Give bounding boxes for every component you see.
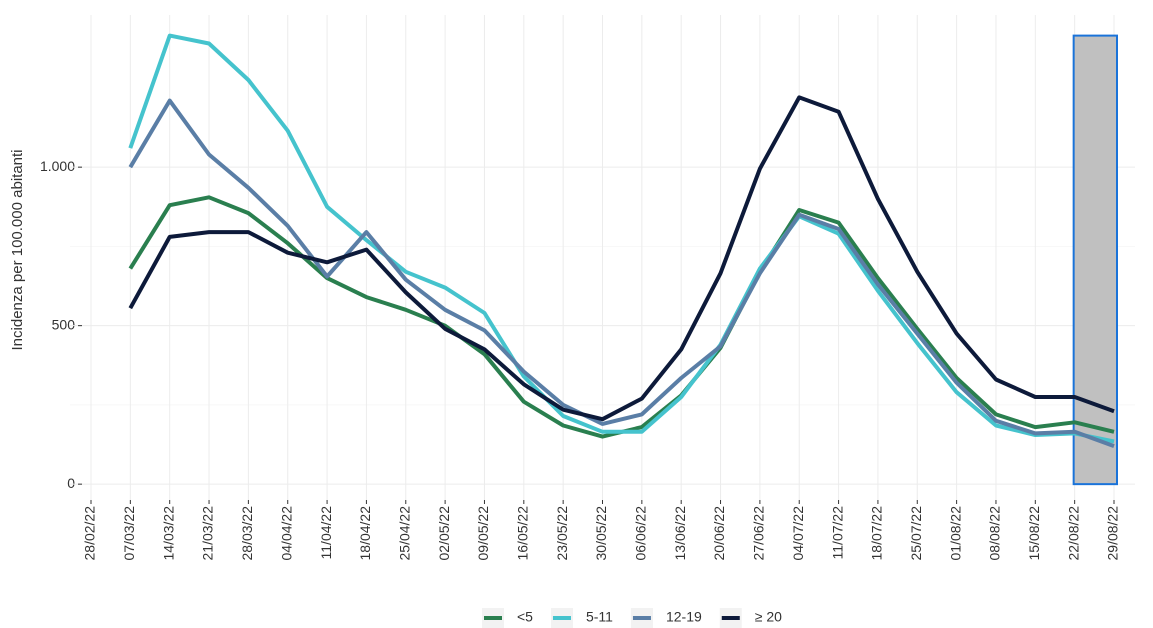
line-series [128, 95, 1115, 422]
x-tick-label: 16/05/22 [515, 506, 531, 561]
x-tick-label: 27/06/22 [751, 506, 767, 561]
x-tick-label: 28/03/22 [239, 506, 255, 561]
x-tick-label: 18/07/22 [869, 506, 885, 561]
x-tick-label: 06/06/22 [633, 506, 649, 561]
x-tick-label: 04/07/22 [790, 506, 806, 561]
legend-label: 12-19 [666, 609, 702, 625]
x-tick-label: 13/06/22 [672, 506, 688, 561]
x-tick-label: 01/08/22 [947, 506, 963, 561]
x-tick-label: 25/04/22 [396, 506, 412, 561]
x-tick-label: 09/05/22 [475, 506, 491, 561]
x-tick-label: 30/05/22 [593, 506, 609, 561]
x-tick-label: 28/02/22 [82, 506, 98, 561]
x-tick-label: 07/03/22 [121, 506, 137, 561]
x-tick-label: 25/07/22 [908, 506, 924, 561]
x-tick-label: 22/08/22 [1065, 506, 1081, 561]
x-tick-label: 23/05/22 [554, 506, 570, 561]
legend-label: 5-11 [586, 609, 613, 625]
y-tick-label: 0 [67, 475, 75, 491]
legend-label: <5 [517, 609, 533, 625]
line-series [128, 98, 1115, 448]
y-tick-label: 1.000 [40, 158, 75, 174]
line-series [128, 33, 1115, 444]
legend-label: ≥ 20 [755, 609, 782, 625]
x-tick-label: 04/04/22 [278, 506, 294, 561]
x-tick-label: 08/08/22 [987, 506, 1003, 561]
x-tick-label: 15/08/22 [1026, 506, 1042, 561]
x-tick-label: 11/07/22 [829, 506, 845, 560]
x-tick-label: 21/03/22 [200, 506, 216, 561]
x-tick-label: 18/04/22 [357, 506, 373, 561]
x-tick-label: 29/08/22 [1105, 506, 1121, 561]
y-axis-label: Incidenza per 100.000 abitanti [9, 150, 26, 351]
x-tick-label: 20/06/22 [711, 506, 727, 561]
highlight-box [1072, 34, 1118, 486]
y-tick-label: 500 [52, 316, 76, 332]
x-tick-label: 11/04/22 [318, 506, 334, 560]
x-tick-label: 14/03/22 [160, 506, 176, 561]
x-tick-label: 02/05/22 [436, 506, 452, 561]
